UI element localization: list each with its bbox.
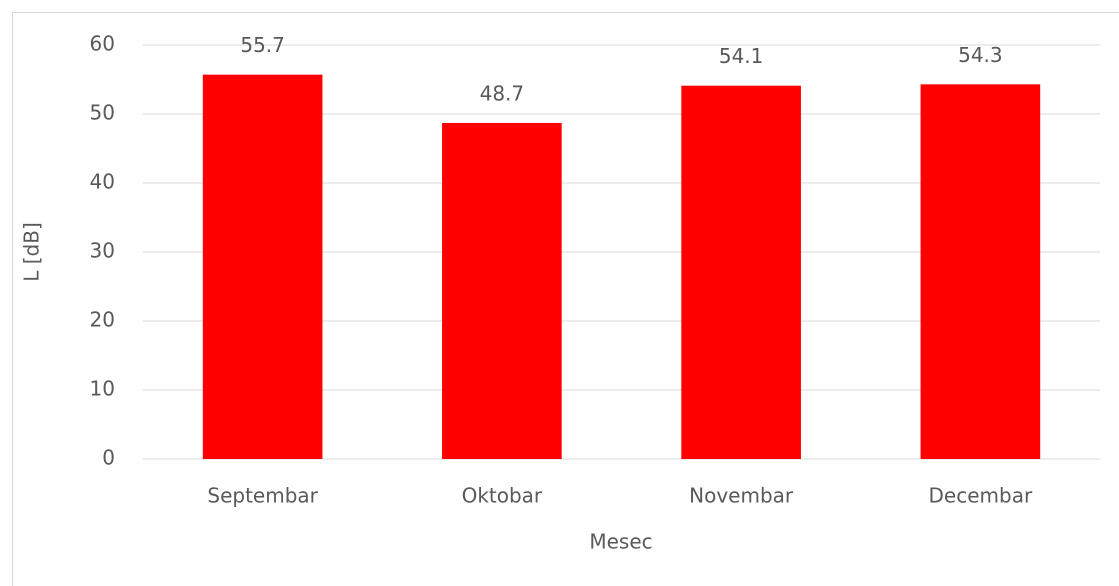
y-tick-label: 40 [90,170,115,194]
y-tick-label: 30 [90,239,115,263]
bar [442,122,562,459]
y-tick-label: 0 [102,446,115,470]
y-axis-label: L [dB] [20,222,44,282]
x-tick-label: Septembar [207,484,318,508]
x-tick-label: Decembar [929,484,1033,508]
x-axis-label: Mesec [589,530,652,554]
data-label: 55.7 [240,33,285,57]
data-label: 48.7 [480,81,525,105]
bar [920,84,1041,459]
y-tick-label: 60 [90,32,115,56]
y-tick-label: 10 [90,377,115,401]
bar [681,85,801,460]
data-label: 54.1 [719,44,764,68]
y-tick-label: 50 [90,101,115,125]
x-tick-label: Novembar [689,484,794,508]
x-tick-label: Oktobar [462,484,543,508]
data-label: 54.3 [958,43,1003,67]
y-tick-label: 20 [90,308,115,332]
bar [202,74,323,460]
